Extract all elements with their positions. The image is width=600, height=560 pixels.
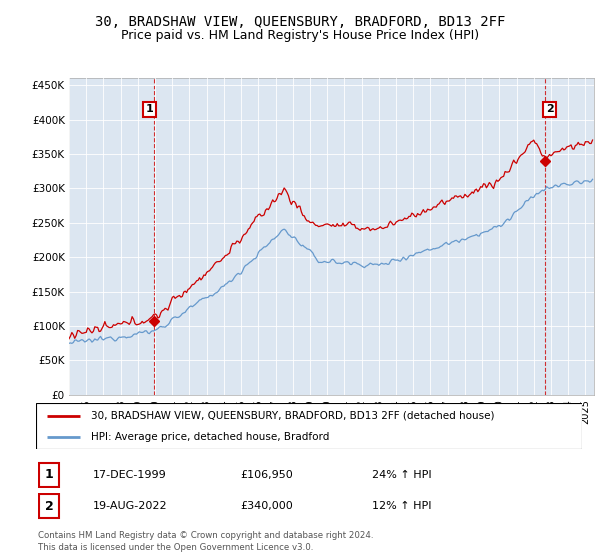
Text: This data is licensed under the Open Government Licence v3.0.: This data is licensed under the Open Gov… [38, 543, 313, 552]
Text: 17-DEC-1999: 17-DEC-1999 [93, 470, 167, 480]
Text: HPI: Average price, detached house, Bradford: HPI: Average price, detached house, Brad… [91, 432, 329, 442]
Text: 30, BRADSHAW VIEW, QUEENSBURY, BRADFORD, BD13 2FF (detached house): 30, BRADSHAW VIEW, QUEENSBURY, BRADFORD,… [91, 410, 494, 421]
Text: 2: 2 [546, 104, 554, 114]
Text: 1: 1 [145, 104, 153, 114]
Text: 12% ↑ HPI: 12% ↑ HPI [372, 501, 431, 511]
Text: £106,950: £106,950 [240, 470, 293, 480]
Text: Price paid vs. HM Land Registry's House Price Index (HPI): Price paid vs. HM Land Registry's House … [121, 29, 479, 42]
Text: 24% ↑ HPI: 24% ↑ HPI [372, 470, 431, 480]
Text: 19-AUG-2022: 19-AUG-2022 [93, 501, 167, 511]
Text: Contains HM Land Registry data © Crown copyright and database right 2024.: Contains HM Land Registry data © Crown c… [38, 531, 373, 540]
Text: 1: 1 [45, 468, 53, 482]
Text: 2: 2 [45, 500, 53, 513]
Text: 30, BRADSHAW VIEW, QUEENSBURY, BRADFORD, BD13 2FF: 30, BRADSHAW VIEW, QUEENSBURY, BRADFORD,… [95, 15, 505, 29]
Text: £340,000: £340,000 [240, 501, 293, 511]
